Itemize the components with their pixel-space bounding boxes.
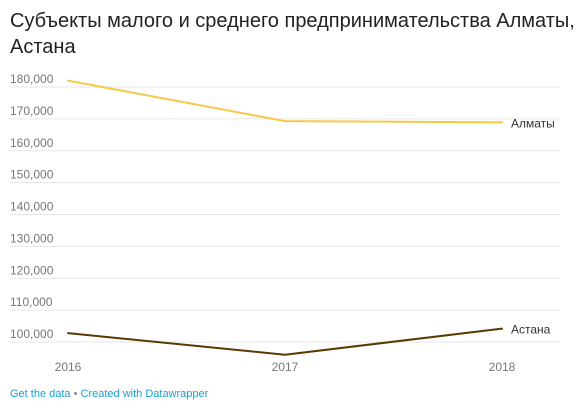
y-tick-label: 100,000 [10, 327, 54, 341]
series-label: Астана [511, 323, 551, 337]
y-tick-label: 130,000 [10, 231, 54, 245]
chart-title: Субъекты малого и среднего предпринимате… [10, 10, 575, 58]
y-tick-label: 180,000 [10, 72, 54, 86]
get-data-link[interactable]: Get the data [10, 388, 71, 400]
x-tick-label: 2018 [489, 360, 516, 374]
y-tick-label: 160,000 [10, 136, 54, 150]
footer: Get the data • Created with Datawrapper [10, 388, 208, 400]
y-tick-label: 120,000 [10, 263, 54, 277]
y-tick-label: 170,000 [10, 104, 54, 118]
y-tick-label: 110,000 [10, 295, 53, 309]
series-labels: Алматы Астана [511, 116, 555, 336]
series-lines [67, 79, 503, 356]
footer-separator: • [70, 388, 81, 400]
series-label: Алматы [511, 116, 555, 130]
y-tick-label: 150,000 [10, 168, 54, 182]
x-tick-label: 2016 [55, 360, 82, 374]
y-axis-labels: 100,000 110,000 120,000 130,000 140,000 150,0… [10, 72, 54, 341]
x-tick-label: 2017 [272, 360, 299, 374]
created-with-link[interactable]: Created with Datawrapper [80, 388, 209, 400]
grid-lines [10, 86, 560, 343]
x-axis-labels: 2016 2017 2018 [55, 360, 516, 374]
y-tick-label: 140,000 [10, 200, 54, 214]
